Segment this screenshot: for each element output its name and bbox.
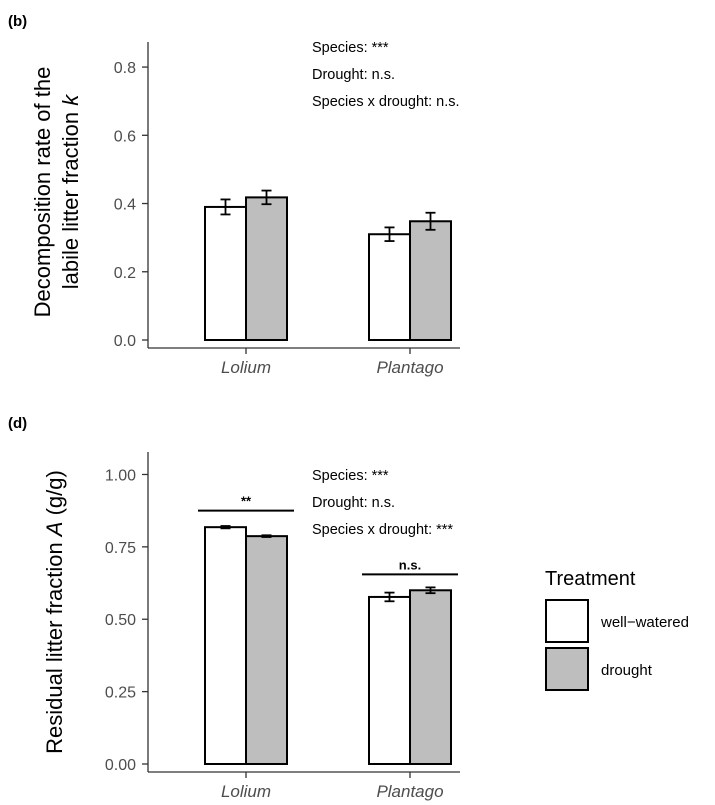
significance-label: ** xyxy=(241,494,252,509)
y-tick-label: 0.2 xyxy=(114,265,136,282)
x-tick-label: Plantago xyxy=(376,358,443,377)
y-tick-label: 0.00 xyxy=(105,757,136,774)
legend-label-well-watered: well−watered xyxy=(600,614,689,631)
y-axis-label: Decomposition rate of the xyxy=(30,67,55,318)
legend-swatch-drought xyxy=(545,647,589,691)
stats-annotation: Species x drought: *** xyxy=(312,522,453,538)
bar xyxy=(245,196,288,341)
panel-label: (d) xyxy=(8,415,27,432)
y-axis-label-line2: labile litter fraction k xyxy=(58,94,83,289)
significance-label: n.s. xyxy=(399,557,421,572)
legend: Treatment well−watered drought xyxy=(545,568,689,691)
legend-title: Treatment xyxy=(545,568,636,590)
stats-annotation: Drought: n.s. xyxy=(312,495,395,511)
y-tick-label: 0.25 xyxy=(105,685,136,702)
legend-label-drought: drought xyxy=(601,662,653,679)
x-tick-label: Plantago xyxy=(376,782,443,801)
bar xyxy=(204,526,247,765)
stats-annotation: Species: *** xyxy=(312,468,389,484)
stats-annotation: Drought: n.s. xyxy=(312,67,395,83)
y-tick-label: 1.00 xyxy=(105,467,136,484)
y-tick-label: 0.8 xyxy=(114,60,136,77)
x-tick-label: Lolium xyxy=(221,358,271,377)
bar xyxy=(245,535,288,766)
stats-annotation: Species: *** xyxy=(312,40,389,56)
bar xyxy=(204,205,247,341)
bar xyxy=(409,220,452,341)
y-tick-label: 0.6 xyxy=(114,128,136,145)
bar xyxy=(368,233,411,341)
legend-swatch-well-watered xyxy=(545,599,589,643)
panel-label: (b) xyxy=(8,13,27,30)
stats-annotation: Species x drought: n.s. xyxy=(312,94,460,110)
y-tick-label: 0.75 xyxy=(105,540,136,557)
y-tick-label: 0.0 xyxy=(114,333,136,350)
panel-b: (b) 0.0 0.2 0.4 0.6 0.8 Lolium Plantago Species:… xyxy=(8,13,460,377)
y-axis-label: Residual litter fraction A (g/g) xyxy=(42,470,67,754)
y-tick-label: 0.4 xyxy=(114,197,136,214)
bar xyxy=(409,589,452,765)
y-tick-label: 0.50 xyxy=(105,612,136,629)
x-tick-label: Lolium xyxy=(221,782,271,801)
panel-d: (d) 0.00 0.25 0.50 0.75 1.00 Lolium Plantago ** n… xyxy=(8,415,460,801)
bar xyxy=(368,595,411,765)
